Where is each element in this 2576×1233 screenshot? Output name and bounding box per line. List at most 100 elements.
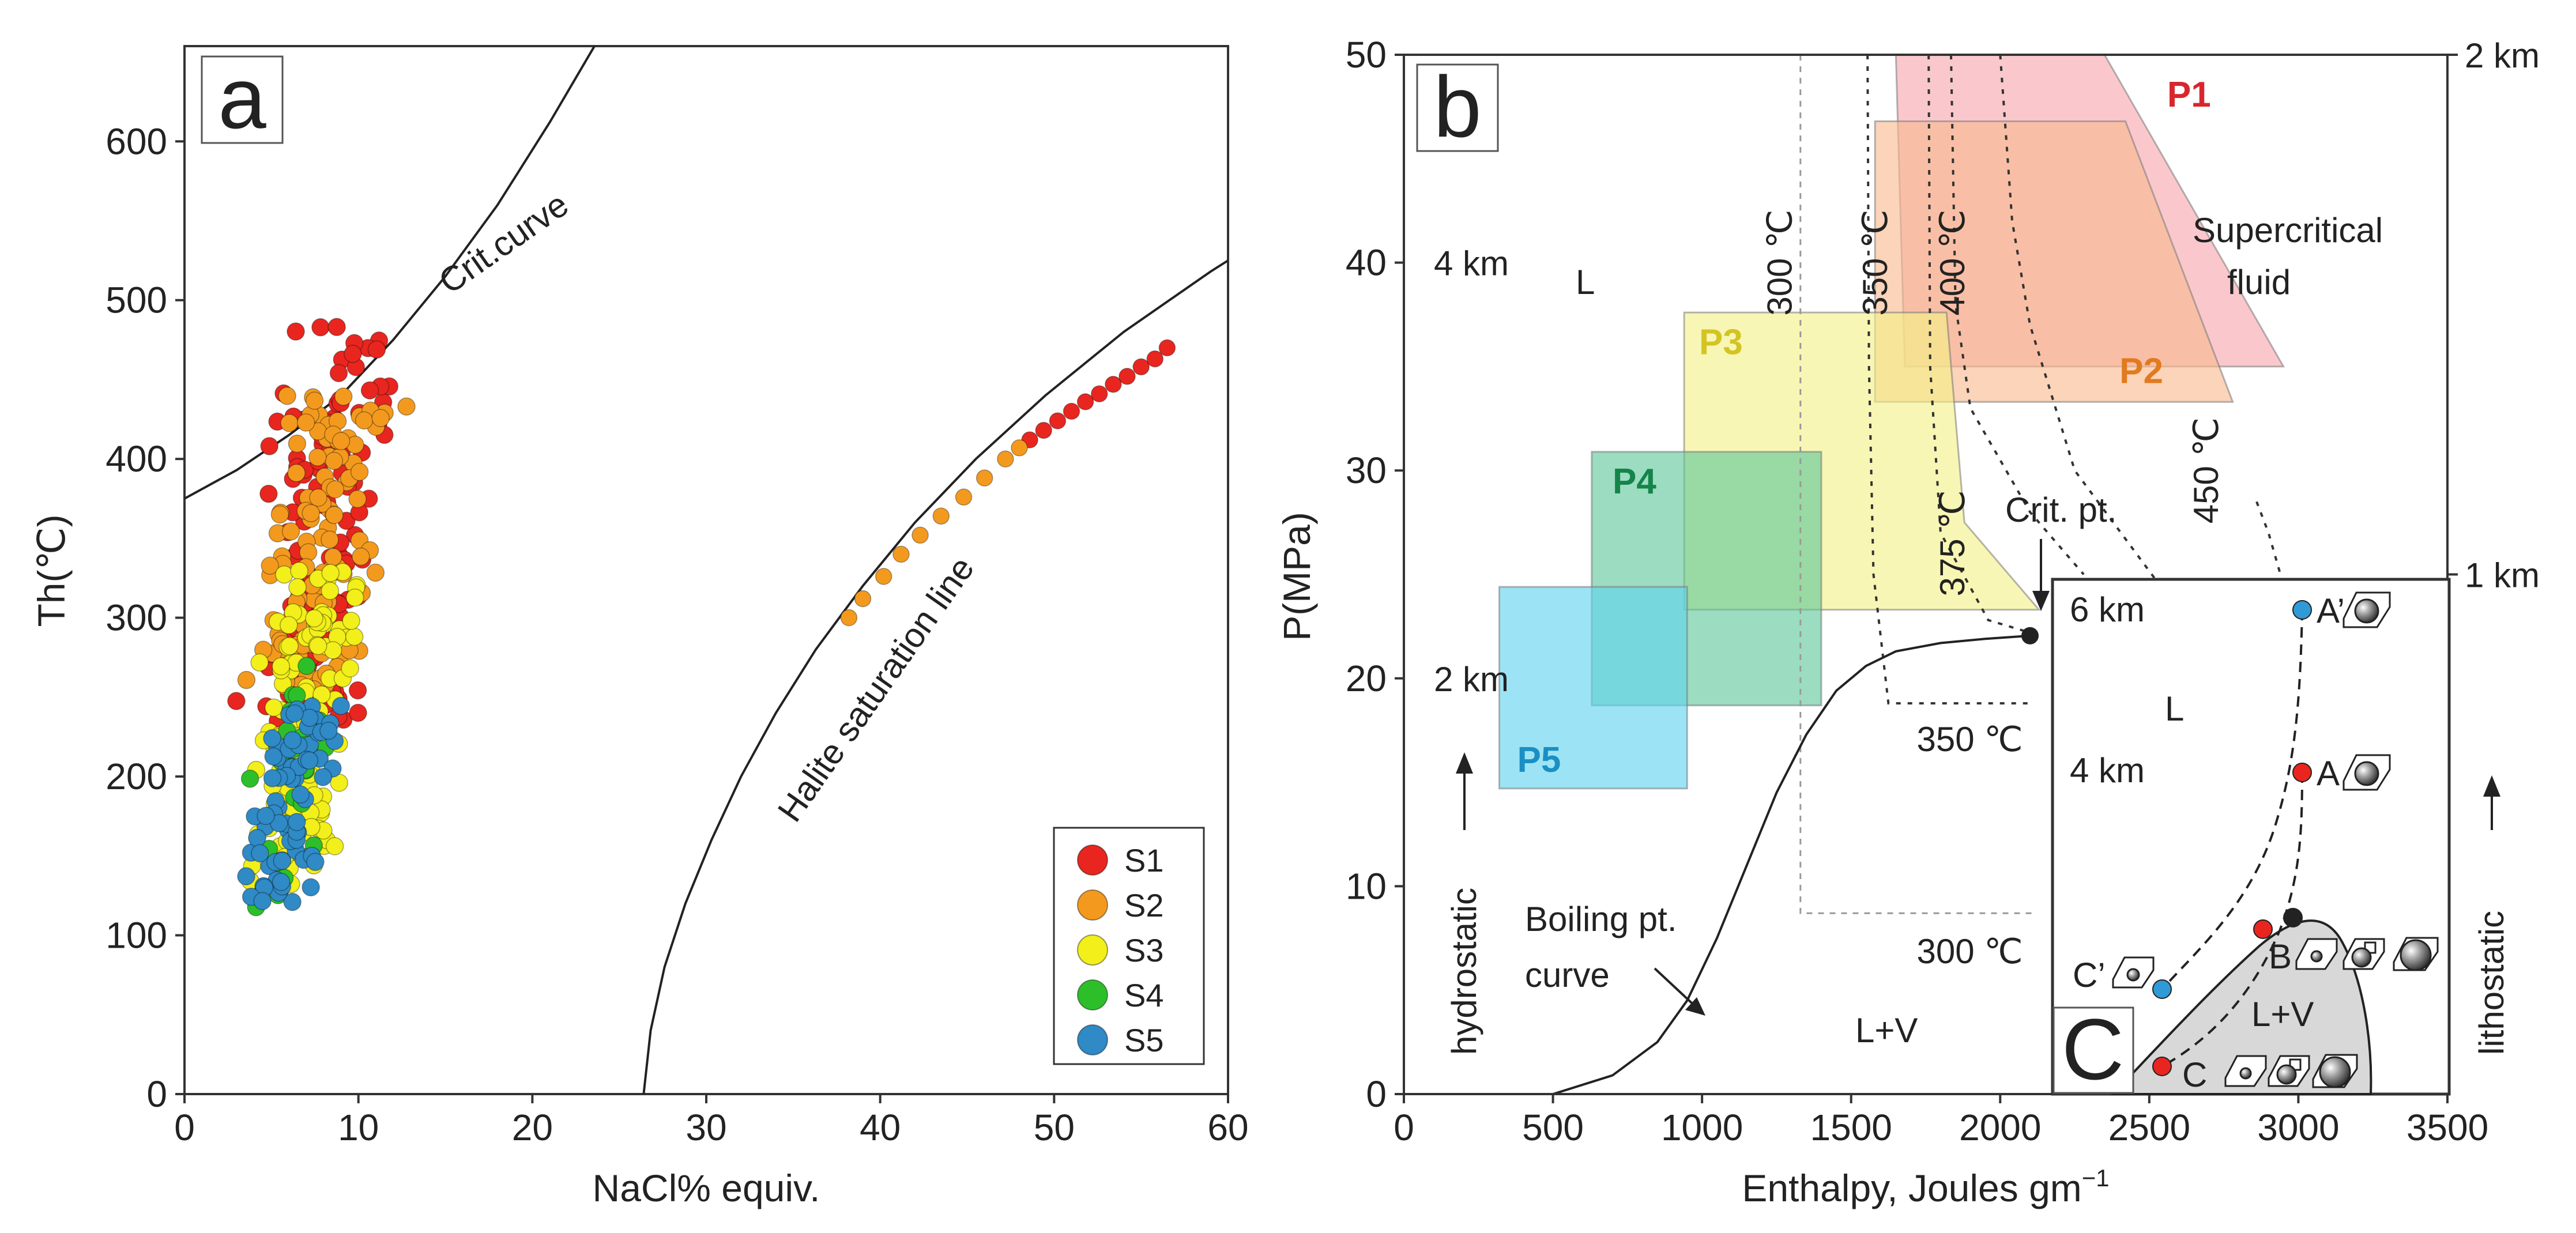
point-s5 (251, 844, 269, 862)
point-s3 (321, 582, 340, 600)
panel-b-x-tick-label: 2000 (1959, 1107, 2041, 1148)
point-s5 (285, 704, 304, 723)
panel-a-points (227, 318, 1176, 917)
point-s2 (288, 434, 307, 453)
supercritical-fluid-label: fluid (2227, 263, 2291, 301)
point-s1-halite (1105, 375, 1122, 393)
point-s5 (273, 851, 292, 870)
panel-b-label: b (1433, 58, 1481, 155)
point-s5 (237, 867, 255, 885)
point-s3 (290, 561, 308, 580)
panel-b-x-tick-label: 0 (1394, 1107, 1414, 1148)
panel-a-x-ticks: 0 10 20 30 40 50 60 (174, 1094, 1249, 1148)
point-s2-halite (875, 568, 892, 585)
point-s3 (250, 653, 269, 672)
inset-panel-label: c (2062, 1001, 2124, 1098)
panel-a-x-tick-label: 30 (686, 1107, 726, 1148)
panel-b-y-tick-label: 20 (1346, 658, 1387, 699)
point-s5 (257, 806, 275, 825)
point-s1-halite (1063, 402, 1080, 420)
boiling-curve-label-1: Boiling pt. (1525, 900, 1677, 938)
panel-a-label-box (201, 55, 284, 144)
point-s1 (349, 703, 367, 722)
point-s5 (263, 769, 282, 787)
point-s5 (319, 721, 338, 740)
panel-b-x-axis-label-sup: −1 (2082, 1164, 2110, 1191)
point-s1 (287, 322, 305, 341)
point-s5 (287, 813, 306, 831)
liquid-label: L (1576, 263, 1595, 301)
point-s1 (329, 364, 348, 382)
point-s2 (334, 387, 353, 406)
panel-b-x-ticks: 0 500 1000 1500 2000 2500 3000 3500 (1394, 1094, 2488, 1148)
legend-swatch-s4 (1077, 979, 1108, 1010)
panel-a-y-axis-label: Th(℃) (30, 514, 73, 627)
inset-path-a-prime (2161, 609, 2303, 990)
region-label-p5: P5 (1517, 740, 1561, 780)
panel-a-y-tick-label: 300 (106, 597, 167, 639)
panel-a-x-tick-label: 50 (1034, 1107, 1075, 1148)
isotherm-350 (1866, 55, 2033, 705)
point-s3 (288, 578, 307, 597)
panel-a: 0 100 200 300 400 500 600 0 10 20 30 40 50 60 Crit.c… (30, 45, 1249, 1209)
point-s2-halite (1011, 439, 1028, 457)
isotherm-label-300: 300 ℃ (1916, 932, 2023, 971)
point-s2 (325, 451, 344, 470)
inset-label-b: B (2269, 937, 2292, 976)
inset-c: 6 km 4 km L L+V A’ A B C’ C (2051, 578, 2451, 1098)
panel-b-y-tick-label: 10 (1346, 865, 1387, 907)
legend-swatch-s2 (1077, 889, 1108, 921)
inset-point-c-prime (2152, 979, 2172, 999)
inset-label-box (2052, 1006, 2134, 1094)
panel-b-y-tick-label: 0 (1366, 1073, 1387, 1115)
inset-path-a (2161, 772, 2303, 1068)
legend-label-s4: S4 (1124, 977, 1164, 1013)
point-s3 (325, 837, 344, 855)
hydrostatic-label: hydrostatic (1445, 888, 1483, 1055)
panel-b-label-box (1416, 63, 1499, 152)
series-s5 (237, 696, 351, 911)
panel-a-x-tick-label: 40 (860, 1107, 901, 1148)
region-label-p3: P3 (1699, 322, 1743, 362)
point-s1-halite (1146, 350, 1164, 368)
point-s2 (350, 462, 369, 481)
panel-b-depth-labels: 4 km 2 km 2 km 1 km (1434, 36, 2540, 699)
panel-a-y-tick-label: 200 (106, 756, 167, 797)
point-s3 (280, 616, 298, 635)
critical-point-label: Crit. pt. (2005, 491, 2116, 529)
panel-a-x-tick-label: 60 (1207, 1107, 1248, 1148)
crit-curve-label: Crit.curve (432, 185, 575, 301)
supercritical-label: Supercritical (2193, 211, 2383, 250)
hydrostatic-arrowhead (1456, 752, 1473, 774)
point-s2 (321, 530, 339, 549)
boiling-curve-arrow (1654, 967, 1699, 1010)
region-label-p2: P2 (2119, 352, 2163, 391)
point-s3 (308, 636, 327, 655)
point-s1 (367, 340, 386, 359)
point-s3 (341, 659, 359, 678)
panel-b-region-labels: P1 P2 P3 P4 P5 (1517, 75, 2211, 780)
halite-saturation-line-line (642, 259, 1228, 1094)
point-s5 (283, 731, 302, 749)
point-s2 (325, 506, 344, 525)
point-s3 (265, 698, 283, 717)
point-s3 (305, 609, 323, 628)
depth-right-2-km: 2 km (2465, 36, 2540, 75)
point-s2 (397, 397, 416, 416)
inset-label-a-prime: A’ (2317, 591, 2345, 630)
halite-saturation-label: Halite saturation line (770, 550, 982, 829)
point-s3 (342, 612, 360, 630)
isotherm-450 (1999, 55, 2168, 596)
point-s2 (326, 480, 345, 499)
inset-label-c-prime: C’ (2073, 956, 2106, 994)
inclusion-icons (2112, 591, 2439, 1088)
inset-point-a (2292, 763, 2312, 782)
isotherm-label-450: 450 ℃ (2187, 417, 2225, 523)
legend-swatch-s3 (1077, 934, 1108, 966)
inset-depth-4km: 4 km (2070, 751, 2145, 790)
point-s2 (355, 411, 374, 430)
panel-a-legend: S1 S2 S3 S4 S5 (1053, 827, 1205, 1065)
inset-label-c: C (2182, 1055, 2207, 1094)
point-s1-halite (1118, 368, 1136, 385)
panel-b-x-tick-label: 1500 (1810, 1107, 1892, 1148)
